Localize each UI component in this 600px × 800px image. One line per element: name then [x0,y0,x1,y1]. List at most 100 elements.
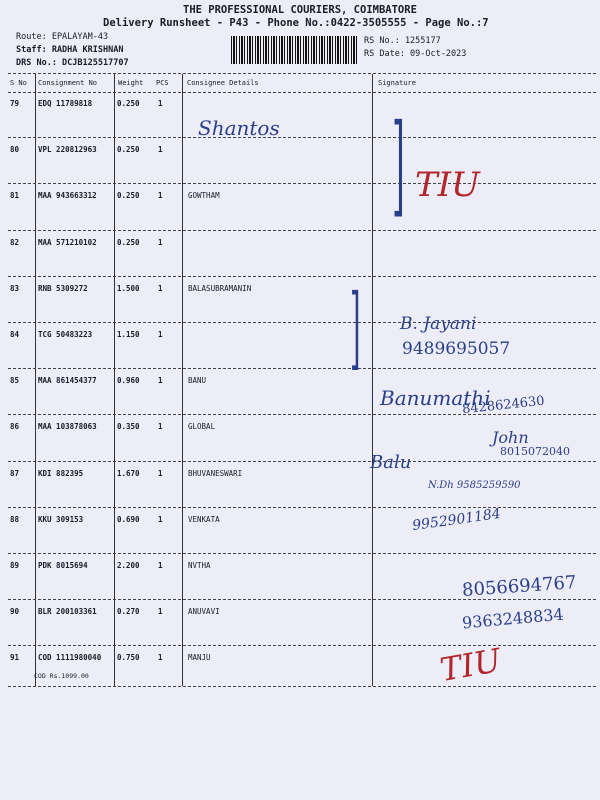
pieces: 1 [158,237,163,247]
consignee-name: GOWTHAM [188,191,220,201]
column-line [372,74,373,686]
phone-number: 9363248834 [461,604,565,633]
serial-number: 80 [10,145,20,155]
rs-number: RS No.: 1255177 [364,36,441,46]
row-divider [8,599,596,601]
banu-signature: Banumathi [380,386,491,410]
john-signature: John [492,428,529,447]
serial-number: 89 [10,561,20,570]
barcode [231,36,359,64]
pieces: 1 [158,468,163,478]
pieces: 1 [158,283,163,293]
weight: 1.670 [117,468,140,478]
col-consignee: Consignee Details [187,79,259,87]
serial-number: 84 [10,330,20,339]
signature-79: Shantos [198,116,280,140]
row-divider [8,275,596,277]
consignee-name: BALASUBRAMANIN [188,283,252,293]
consignee-name: GLOBAL [188,422,216,432]
pieces: 1 [158,376,163,386]
weight: 0.960 [117,376,140,386]
consignee-name: BANU [188,376,207,386]
consignment-number: COD 1111980040 [38,653,102,663]
pieces: 1 [158,191,163,201]
serial-number: 82 [10,237,20,247]
ndh-signature: N.Dh 9585259590 [428,480,521,491]
weight: 0.250 [117,191,140,201]
serial-number: 83 [10,283,20,293]
pieces: 1 [158,514,163,524]
consignee-name: MANJU [188,653,211,663]
consignment-number: MAA 571210102 [38,237,97,247]
pieces: 1 [158,653,163,663]
weight: 0.270 [117,607,140,617]
divider [8,686,596,687]
phone-number: 8015072040 [500,445,570,458]
bracket-mark: ] [350,275,361,380]
col-sno: S No [10,79,27,87]
weight: 0.250 [117,145,140,155]
row-divider [8,229,596,231]
consignment-number: KDI 882395 [38,468,84,478]
consignment-number: KKU 309153 [38,514,84,524]
company-title: THE PROFESSIONAL COURIERS, COIMBATORE [183,4,417,16]
balu-signature: Balu [370,452,412,473]
route: Route: EPALAYAM-43 [16,32,109,42]
divider [8,73,596,74]
pieces: 1 [158,145,163,155]
pieces: 1 [158,561,163,570]
consignee-name: ANUVAVI [188,607,220,617]
pieces: 1 [158,422,163,432]
weight: 0.250 [117,237,140,247]
weight: 0.250 [117,99,140,108]
serial-number: 88 [10,514,20,524]
row-divider [8,460,596,462]
row-divider [8,322,596,323]
row-divider [8,137,596,139]
serial-number: 81 [10,191,20,201]
runsheet-subtitle: Delivery Runsheet - P43 - Phone No.:0422… [103,17,489,29]
serial-number: 85 [10,376,20,386]
consignment-number: RNB 5309272 [38,283,88,293]
phone-number: 9952901184 [411,505,502,535]
col-consignment: Consignment No [38,79,98,87]
row-divider [8,183,596,185]
weight: 1.500 [117,283,140,293]
row-divider [8,645,596,647]
consignment-number: VPL 220812963 [38,145,97,155]
weight: 0.350 [117,422,140,432]
row-divider [8,414,596,416]
consignee-name: BHUVANESWARI [188,468,243,478]
col-signature: Signature [378,79,416,87]
pieces: 1 [158,607,163,617]
staff: Staff: RADHA KRISHNAN [16,45,124,55]
serial-number: 87 [10,468,20,478]
weight: 0.750 [117,653,140,663]
weight: 2.200 [117,561,140,570]
weight: 0.690 [117,514,140,524]
consignment-number: TCG 50483223 [38,330,93,339]
col-pcs: PCS [156,79,169,87]
consignment-number: EDQ 11789818 [38,99,93,108]
b-jayani-signature: B. Jayani [400,314,477,334]
column-line [35,74,36,686]
row-divider [8,506,596,508]
tiu-mark-top: TIU [415,165,480,205]
cod-amount: COD Rs.1099.00 [34,672,89,680]
consignment-number: MAA 861454377 [38,376,97,386]
weight: 1.150 [117,330,140,339]
rs-date: RS Date: 09-Oct-2023 [364,49,467,59]
column-line [182,74,183,686]
divider [8,92,596,93]
drs-number: DRS No.: DCJB125517707 [16,58,129,68]
row-divider [8,368,596,370]
pieces: 1 [158,99,163,108]
serial-number: 91 [10,653,20,663]
serial-number: 86 [10,422,20,432]
consignee-name: VENKATA [188,514,220,524]
consignment-number: PDK 8015694 [38,561,88,570]
serial-number: 79 [10,99,20,108]
consignment-number: MAA 943663312 [38,191,97,201]
col-weight: Weight [118,79,144,87]
